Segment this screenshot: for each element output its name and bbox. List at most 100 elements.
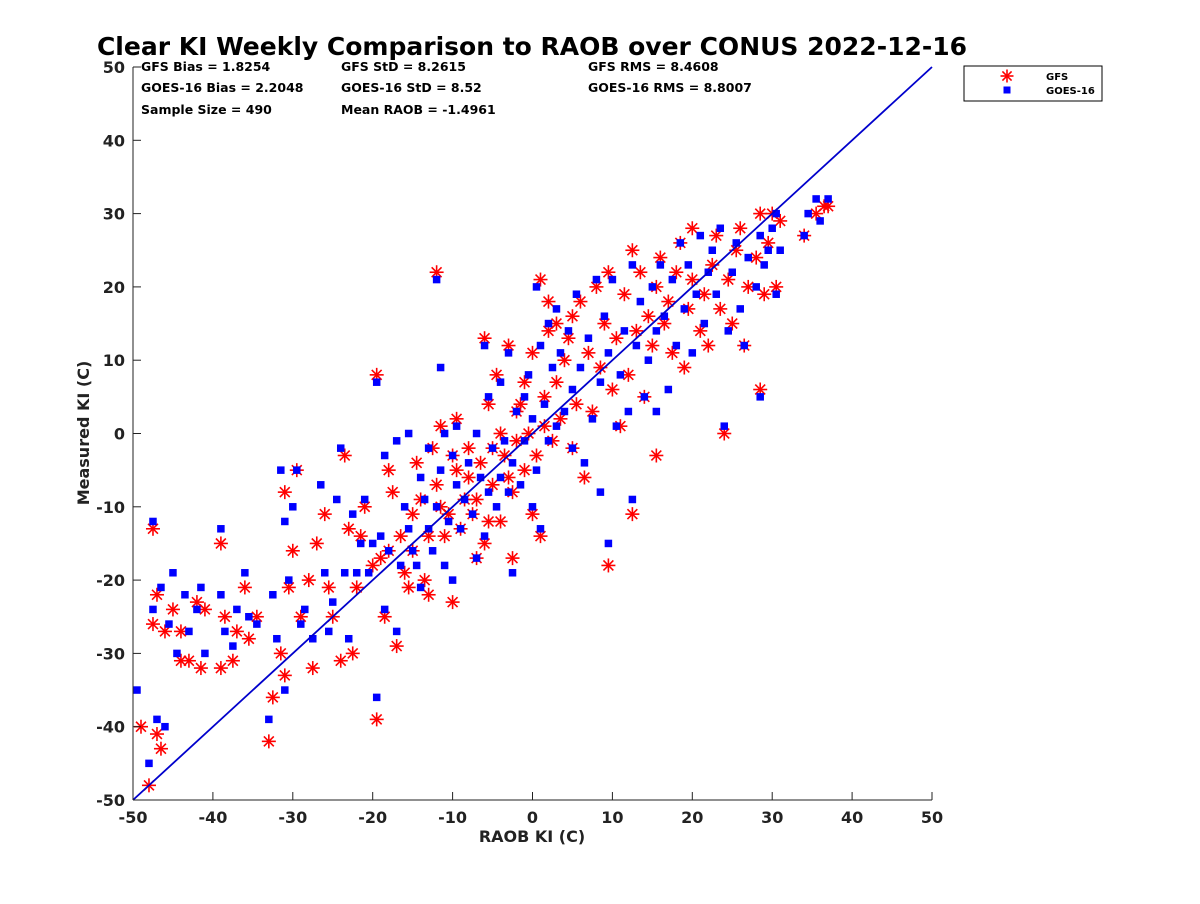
gfs-point bbox=[477, 536, 492, 551]
goes-16-point bbox=[169, 569, 177, 577]
goes-16-point bbox=[588, 415, 597, 423]
gfs-point bbox=[429, 477, 444, 492]
gfs-point bbox=[193, 661, 208, 676]
goes-16-point bbox=[596, 488, 605, 496]
goes-16-point bbox=[492, 503, 501, 511]
goes-16-point bbox=[428, 547, 437, 555]
gfs-point bbox=[537, 389, 552, 404]
gfs-point bbox=[393, 529, 408, 544]
goes-16-point bbox=[592, 275, 601, 284]
goes-16-point bbox=[396, 561, 405, 570]
goes-16-point bbox=[416, 473, 425, 482]
goes-16-point bbox=[756, 393, 764, 401]
gfs-point bbox=[305, 661, 320, 676]
goes-16-point bbox=[652, 327, 661, 335]
gfs-point bbox=[773, 213, 788, 228]
x-tick-label: 0 bbox=[527, 808, 538, 827]
goes-16-point bbox=[285, 576, 293, 584]
goes-16-point bbox=[197, 583, 205, 592]
goes-16-point bbox=[708, 246, 717, 254]
gfs-point bbox=[625, 507, 640, 522]
x-tick-label: 20 bbox=[681, 808, 703, 827]
gfs-point bbox=[709, 228, 724, 243]
gfs-point bbox=[317, 507, 332, 522]
gfs-point bbox=[217, 609, 232, 624]
gfs-point bbox=[677, 360, 692, 375]
goes-16-point bbox=[153, 715, 161, 724]
goes-16-point bbox=[596, 378, 605, 386]
gfs-point bbox=[557, 353, 572, 368]
goes-16-point bbox=[776, 246, 784, 254]
gfs-point bbox=[309, 536, 324, 551]
legend: GFS GOES-16 bbox=[963, 65, 1103, 102]
goes-16-point bbox=[480, 532, 489, 540]
goes-16-point bbox=[676, 239, 685, 247]
goes-16-point bbox=[680, 305, 689, 313]
goes-16-point bbox=[656, 261, 665, 269]
y-tick-label: 50 bbox=[103, 58, 125, 77]
y-tick-label: 0 bbox=[114, 425, 125, 444]
goes-16-point bbox=[800, 231, 808, 240]
goes-16-point bbox=[468, 510, 477, 518]
goes-16-point bbox=[416, 583, 425, 592]
gfs-point bbox=[653, 250, 668, 265]
gfs-point bbox=[481, 514, 496, 529]
gfs-point bbox=[421, 587, 436, 602]
goes-16-point bbox=[648, 283, 657, 291]
goes-16-point bbox=[496, 378, 505, 386]
gfs-point bbox=[741, 279, 756, 294]
goes-16-point bbox=[544, 437, 553, 445]
gfs-point bbox=[417, 573, 432, 588]
goes-16-point bbox=[301, 605, 309, 614]
gfs-point bbox=[381, 463, 396, 478]
goes-16-point bbox=[548, 363, 557, 372]
x-tick-label: 30 bbox=[761, 808, 783, 827]
gfs-point bbox=[517, 375, 532, 390]
goes-16-point bbox=[241, 569, 249, 577]
goes-16-point bbox=[732, 239, 740, 247]
goes-16-point bbox=[516, 481, 525, 489]
goes-16-point bbox=[317, 481, 325, 489]
y-tick-label: -10 bbox=[96, 498, 125, 517]
gfs-point bbox=[401, 580, 416, 595]
stat-text: GOES-16 StD = 8.52 bbox=[341, 80, 482, 95]
gfs-point bbox=[261, 734, 276, 749]
goes-16-point bbox=[556, 349, 565, 357]
gfs-point bbox=[533, 272, 548, 287]
gfs-point bbox=[469, 492, 484, 507]
gfs-point bbox=[405, 507, 420, 522]
goes-16-point bbox=[400, 503, 409, 511]
gfs-point bbox=[633, 265, 648, 280]
goes-16-point bbox=[344, 634, 353, 643]
legend-gfs-marker bbox=[1000, 69, 1014, 83]
gfs-point bbox=[649, 448, 664, 463]
goes-16-point bbox=[245, 613, 253, 621]
gfs-point bbox=[285, 543, 300, 558]
goes-16-point bbox=[440, 429, 449, 438]
goes-16-point bbox=[772, 209, 780, 218]
gfs-point bbox=[145, 617, 160, 632]
goes-16-point bbox=[464, 459, 473, 467]
goes-16-point bbox=[281, 517, 289, 526]
goes-16-point bbox=[720, 422, 729, 430]
gfs-point bbox=[605, 382, 620, 397]
gfs-point bbox=[757, 287, 772, 302]
goes-16-point bbox=[484, 488, 493, 496]
goes-16-point bbox=[452, 481, 461, 489]
goes-16-point bbox=[564, 327, 573, 335]
goes-16-point bbox=[145, 759, 153, 768]
gfs-point bbox=[665, 345, 680, 360]
goes-16-point bbox=[221, 627, 229, 636]
gfs-point bbox=[485, 477, 500, 492]
goes-16-point bbox=[568, 385, 577, 394]
gfs-point bbox=[625, 243, 640, 258]
goes-16-point bbox=[380, 451, 389, 460]
goes-16-point bbox=[584, 334, 593, 342]
x-tick-label: 40 bbox=[841, 808, 863, 827]
gfs-point bbox=[369, 712, 384, 727]
goes-16-point bbox=[472, 554, 481, 562]
goes-16-point bbox=[580, 459, 589, 467]
goes-16-point bbox=[528, 503, 537, 511]
y-tick-label: -20 bbox=[96, 571, 125, 590]
goes-16-point bbox=[608, 275, 617, 284]
